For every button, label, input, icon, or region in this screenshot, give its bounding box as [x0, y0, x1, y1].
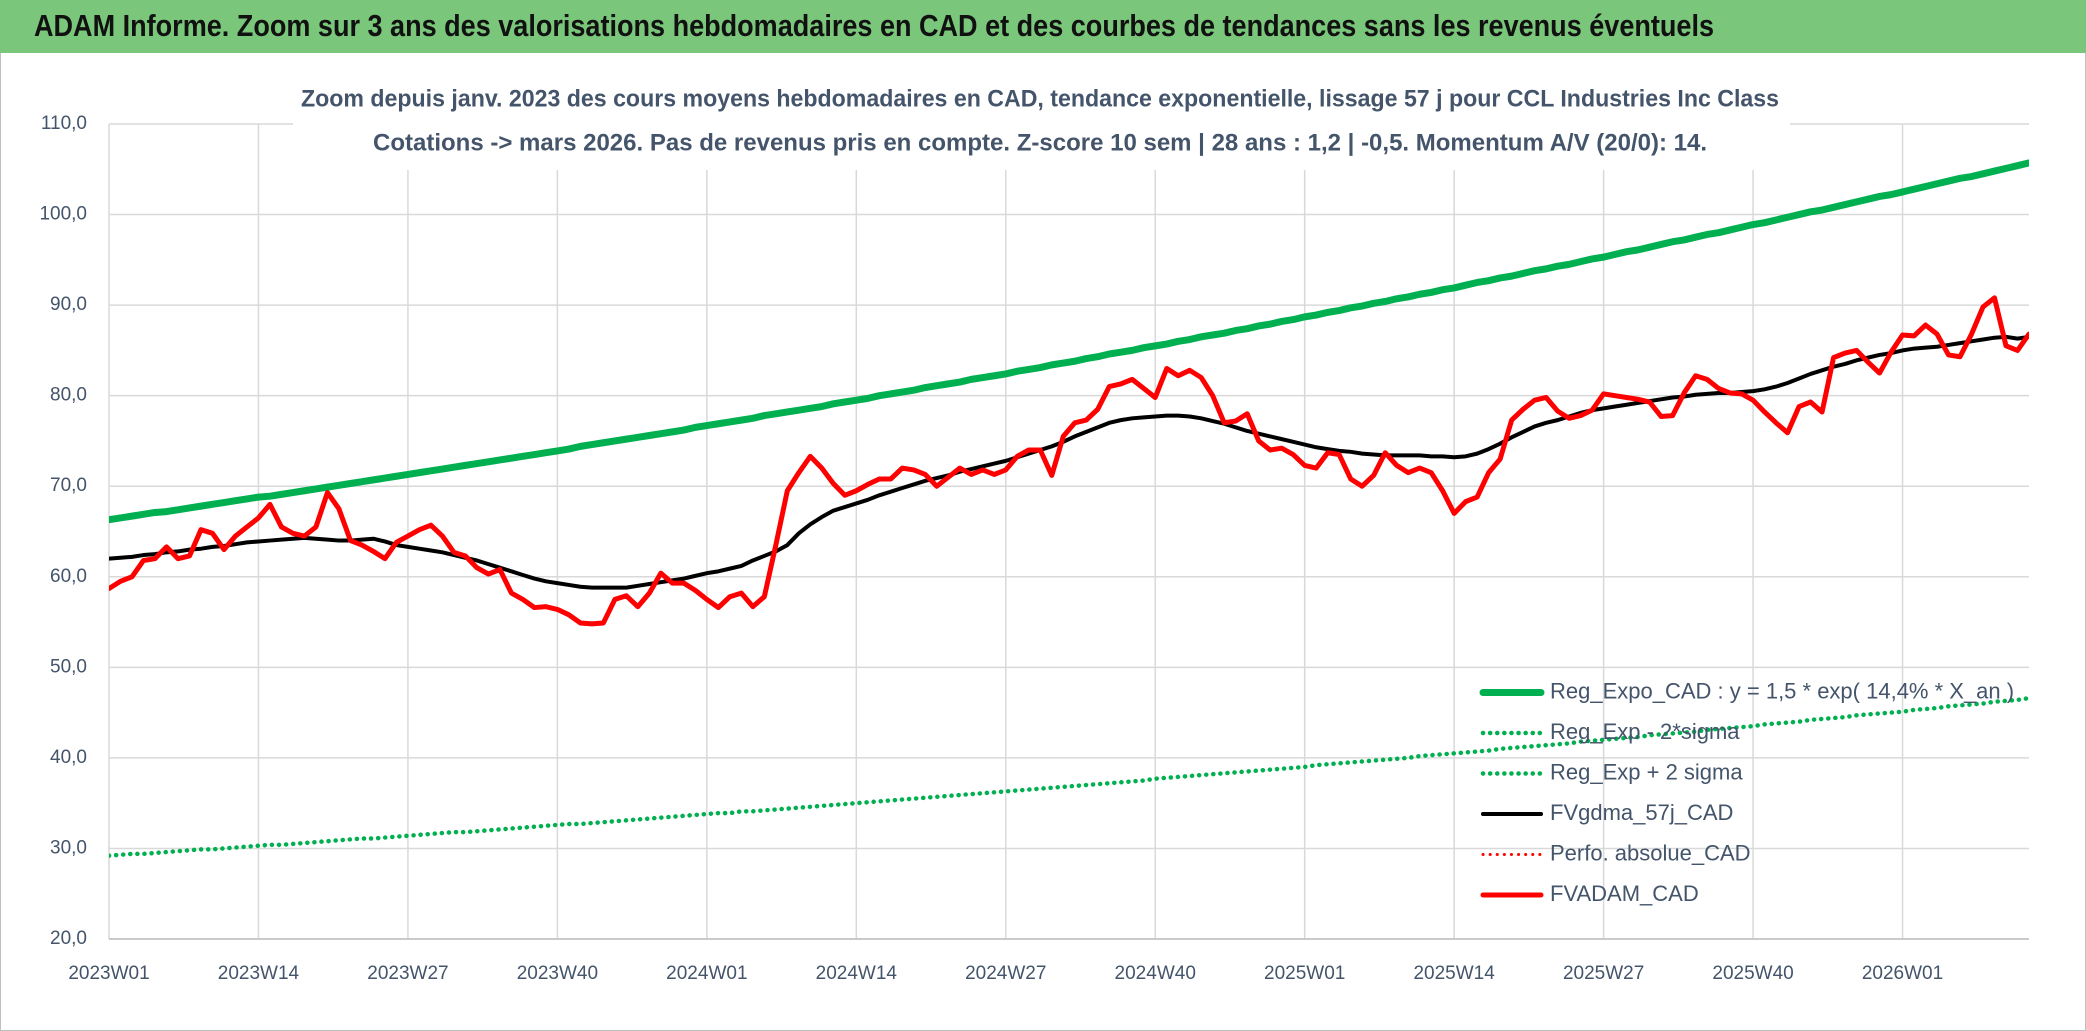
x-tick-label: 2024W01: [666, 963, 747, 984]
y-tick-label: 90,0: [50, 294, 87, 315]
y-tick-label: 100,0: [39, 204, 87, 225]
chart-title: ADAM Informe. Zoom sur 3 ans des valoris…: [34, 8, 1714, 43]
legend-label: FVgdma_57j_CAD: [1550, 800, 1733, 825]
x-tick-label: 2026W01: [1862, 963, 1943, 984]
series-line: [109, 334, 2029, 590]
y-tick-label: 60,0: [50, 566, 87, 587]
legend-label: Reg_Expo_CAD : y = 1,5 * exp( 14,4% * X_…: [1550, 678, 2014, 703]
legend-label: Perfo. absolue_CAD: [1550, 840, 1751, 865]
series-group: [109, 159, 2029, 858]
x-tick-label: 2023W01: [68, 963, 149, 984]
y-tick-label: 70,0: [50, 475, 87, 496]
y-tick-label: 50,0: [50, 656, 87, 677]
x-tick-label: 2025W01: [1264, 963, 1345, 984]
y-tick-label: 40,0: [50, 747, 87, 768]
title-banner: [0, 0, 2086, 53]
x-tick-label: 2024W27: [965, 963, 1046, 984]
x-tick-label: 2025W27: [1563, 963, 1644, 984]
series-line: [109, 159, 2029, 524]
y-tick-label: 110,0: [41, 113, 87, 134]
x-tick-label: 2024W14: [816, 963, 898, 984]
y-tick-label: 80,0: [50, 385, 87, 406]
x-tick-label: 2024W40: [1115, 963, 1196, 984]
x-tick-label: 2023W40: [517, 963, 598, 984]
x-tick-label: 2023W14: [218, 963, 300, 984]
legend: Reg_Expo_CAD : y = 1,5 * exp( 14,4% * X_…: [1479, 678, 2014, 906]
x-tick-label: 2025W14: [1413, 963, 1495, 984]
subtitle-background: [293, 78, 1790, 170]
series-line: [109, 295, 2029, 627]
series-line: [109, 695, 2029, 858]
x-tick-label: 2023W27: [367, 963, 448, 984]
legend-label: Reg_Exp - 2*sigma: [1550, 719, 1740, 744]
subtitle-line: Zoom depuis janv. 2023 des cours moyens …: [301, 85, 1779, 112]
y-tick-label: 30,0: [50, 837, 87, 858]
y-tick-label: 20,0: [50, 928, 87, 949]
legend-label: Reg_Exp + 2 sigma: [1550, 759, 1743, 784]
x-tick-label: 2025W40: [1712, 963, 1793, 984]
subtitle-line: Cotations -> mars 2026. Pas de revenus p…: [373, 129, 1707, 156]
legend-label: FVADAM_CAD: [1550, 881, 1699, 906]
